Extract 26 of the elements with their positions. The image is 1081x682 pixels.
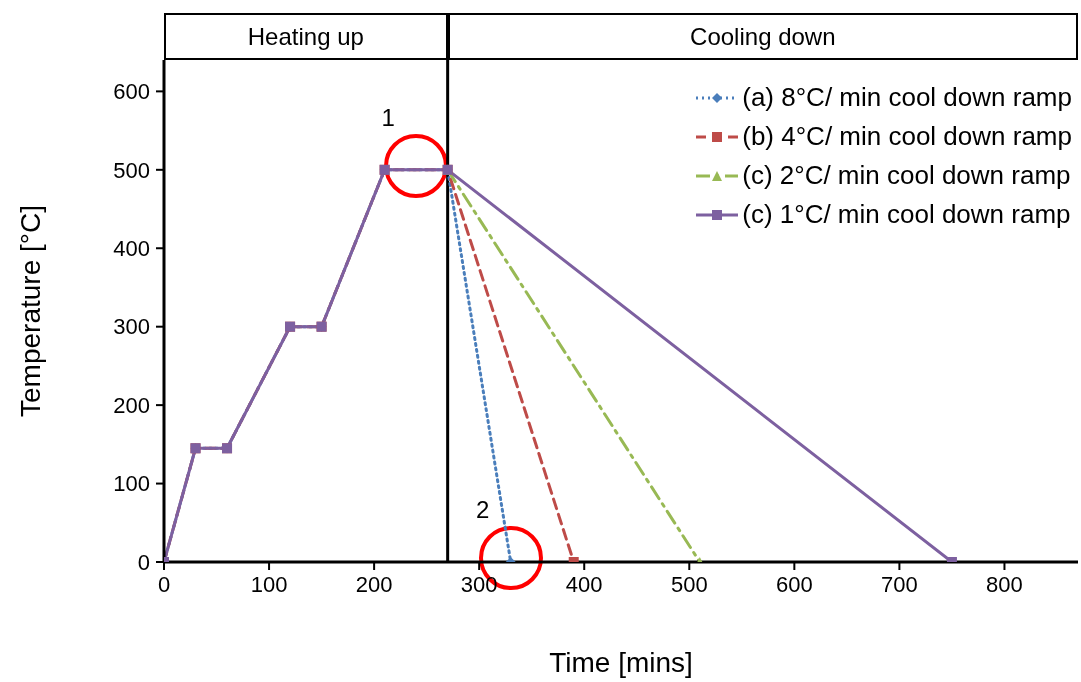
y-tick-label: 300 [113, 314, 150, 340]
x-tick-label: 800 [986, 571, 1023, 597]
x-tick-label: 0 [157, 571, 171, 597]
text: Cooling down [447, 13, 1078, 60]
annotation: 2 [475, 496, 491, 524]
x-tick-label: 700 [881, 571, 918, 597]
x-tick-label: 300 [460, 571, 498, 597]
legend-label: (a) 8°C/ min cool down ramp [742, 82, 1072, 113]
y-tick-label: 0 [137, 549, 150, 575]
x-axis-title: Time [mins] [549, 647, 693, 678]
legend-label: (c) 1°C/ min cool down ramp [742, 199, 1071, 230]
x-tick-label: 100 [250, 571, 288, 597]
y-tick-label: 200 [113, 392, 150, 418]
y-tick-label: 400 [113, 236, 150, 262]
text: Heating up [164, 13, 448, 60]
x-tick-label: 500 [670, 571, 708, 597]
x-tick-label: 400 [565, 571, 603, 597]
y-tick-label: 600 [113, 79, 150, 105]
x-tick-label: 200 [355, 571, 393, 597]
legend-label: (b) 4°C/ min cool down ramp [742, 121, 1072, 152]
x-tick-label: 600 [775, 571, 813, 597]
y-axis-title: Temperature [°C] [14, 205, 46, 417]
y-tick-label: 500 [113, 157, 150, 183]
legend-label: (c) 2°C/ min cool down ramp [742, 160, 1071, 191]
annotation: 1 [380, 103, 396, 132]
y-tick-label: 100 [113, 471, 150, 497]
